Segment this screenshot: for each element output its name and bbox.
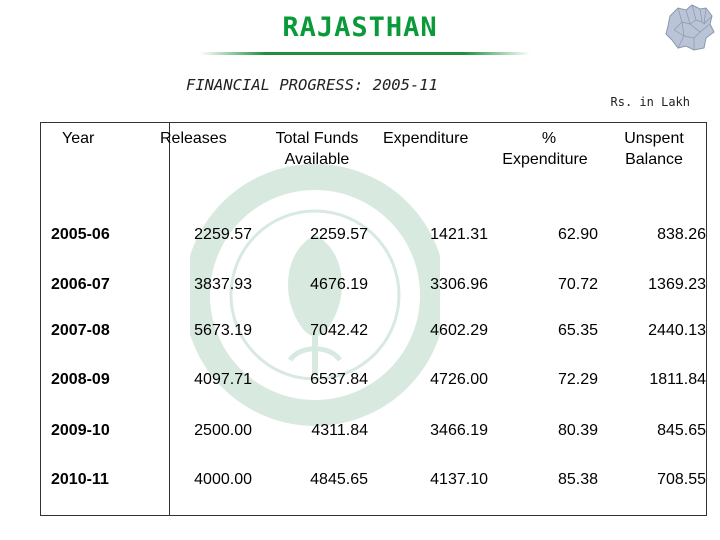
header-pct-line1: % — [541, 130, 557, 147]
table-cell-releases: 4000.00 — [194, 471, 252, 488]
table-cell-releases: 4097.71 — [194, 371, 252, 388]
header-total-funds-line1: Total Funds — [275, 130, 359, 147]
table-cell-total-funds: 7042.42 — [310, 322, 368, 339]
table-cell-pct: 85.38 — [557, 471, 598, 488]
horticulture-mission-watermark — [190, 164, 440, 426]
table-cell-unspent: 1811.84 — [649, 371, 706, 388]
table-cell-year: 2010-11 — [51, 471, 109, 488]
table-cell-expenditure: 4726.00 — [430, 371, 488, 388]
header-unspent-line2: Balance — [625, 151, 683, 168]
table-cell-pct: 72.29 — [557, 371, 598, 388]
table-cell-expenditure: 4137.10 — [430, 471, 488, 488]
table-cell-releases: 5673.19 — [194, 322, 252, 339]
header-total-funds-line2: Available — [284, 151, 350, 168]
table-cell-pct: 80.39 — [557, 422, 598, 439]
table-cell-total-funds: 2259.57 — [310, 226, 368, 243]
table-cell-unspent: 838.26 — [657, 226, 706, 243]
table-cell-total-funds: 4676.19 — [310, 276, 368, 293]
financial-table — [40, 122, 707, 516]
header-unspent-line1: Unspent — [624, 130, 684, 147]
header-total-funds: Total Funds Available — [258, 128, 376, 170]
column-divider — [169, 123, 170, 515]
header-pct-expenditure: % Expenditure — [492, 128, 598, 170]
table-cell-unspent: 845.65 — [657, 422, 706, 439]
header-unspent-balance: Unspent Balance — [612, 128, 696, 170]
table-cell-total-funds: 4845.65 — [310, 471, 368, 488]
table-cell-total-funds: 4311.84 — [311, 422, 368, 439]
page-title: RAJASTHAN — [282, 12, 438, 43]
table-cell-unspent: 2440.13 — [648, 322, 706, 339]
table-cell-releases: 2500.00 — [194, 422, 252, 439]
table-cell-expenditure: 3466.19 — [430, 422, 488, 439]
table-cell-pct: 70.72 — [557, 276, 598, 293]
table-cell-pct: 62.90 — [557, 226, 598, 243]
header-year: Year — [62, 130, 95, 147]
title-underline — [200, 52, 530, 55]
table-cell-expenditure: 3306.96 — [430, 276, 488, 293]
table-cell-year: 2009-10 — [51, 422, 110, 439]
table-cell-year: 2005-06 — [51, 226, 110, 243]
table-cell-year: 2007-08 — [51, 322, 110, 339]
table-cell-year: 2008-09 — [51, 371, 110, 388]
table-cell-total-funds: 6537.84 — [310, 371, 368, 388]
table-cell-pct: 65.35 — [557, 322, 598, 339]
table-cell-releases: 2259.57 — [194, 226, 252, 243]
header-expenditure: Expenditure — [383, 130, 469, 147]
units-note: Rs. in Lakh — [610, 95, 690, 109]
header-releases: Releases — [160, 130, 227, 147]
table-cell-year: 2006-07 — [51, 276, 110, 293]
table-cell-unspent: 708.55 — [657, 471, 706, 488]
table-cell-unspent: 1369.23 — [648, 276, 706, 293]
table-cell-expenditure: 4602.29 — [430, 322, 488, 339]
table-cell-releases: 3837.93 — [194, 276, 252, 293]
report-subtitle: FINANCIAL PROGRESS: 2005-11 — [186, 76, 438, 94]
rajasthan-map-icon — [665, 4, 715, 51]
table-cell-expenditure: 1421.31 — [430, 226, 488, 243]
header-pct-line2: Expenditure — [502, 151, 588, 168]
